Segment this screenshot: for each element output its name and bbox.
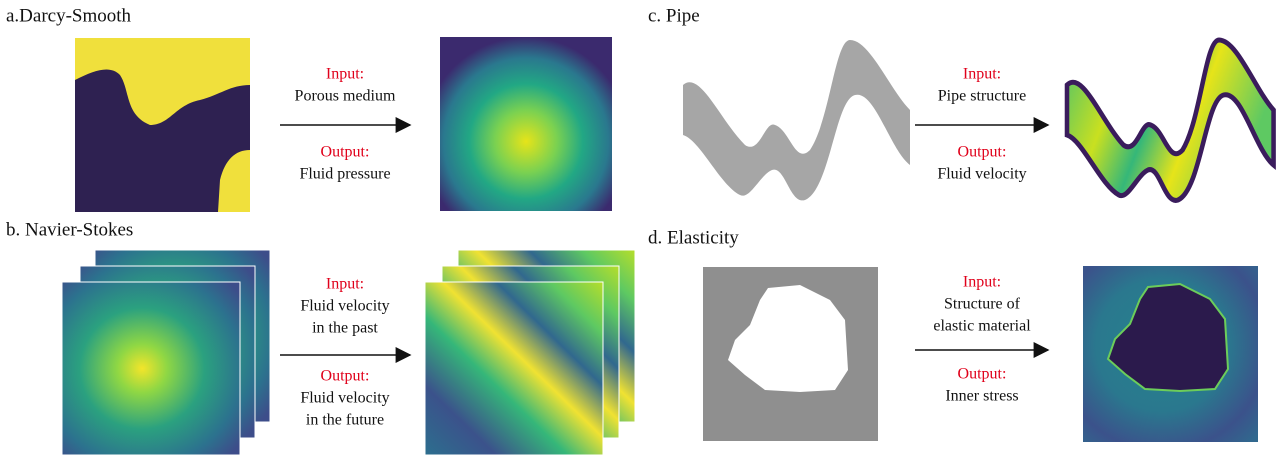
input-pipe	[683, 40, 910, 200]
output-label: Output:	[958, 366, 1007, 383]
output-text: in the future	[306, 412, 384, 429]
output-image	[440, 37, 612, 211]
output-text: Fluid velocity	[300, 390, 389, 407]
input-text: in the past	[312, 320, 378, 337]
input-image	[62, 282, 240, 455]
input-label: Input:	[326, 66, 364, 83]
output-label: Output:	[321, 144, 370, 161]
panel-title: a.Darcy-Smooth	[6, 5, 132, 26]
panel-title: d. Elasticity	[648, 227, 739, 248]
output-pipe	[1067, 40, 1274, 200]
output-image	[425, 282, 603, 455]
panel-title: b. Navier-Stokes	[6, 219, 133, 240]
output-text: Inner stress	[945, 388, 1018, 405]
output-label: Output:	[958, 144, 1007, 161]
output-text: Fluid velocity	[937, 166, 1026, 183]
figure: a.Darcy-Smooth Input: Porous medium Outp…	[0, 0, 1280, 459]
input-text: Porous medium	[295, 88, 396, 105]
input-label: Input:	[963, 274, 1001, 291]
panel-title: c. Pipe	[648, 5, 700, 26]
input-text: Pipe structure	[938, 88, 1026, 105]
input-text: elastic material	[933, 318, 1031, 335]
output-text: Fluid pressure	[299, 166, 390, 183]
input-text: Fluid velocity	[300, 298, 389, 315]
input-text: Structure of	[944, 296, 1021, 313]
output-label: Output:	[321, 368, 370, 385]
input-label: Input:	[326, 276, 364, 293]
input-label: Input:	[963, 66, 1001, 83]
